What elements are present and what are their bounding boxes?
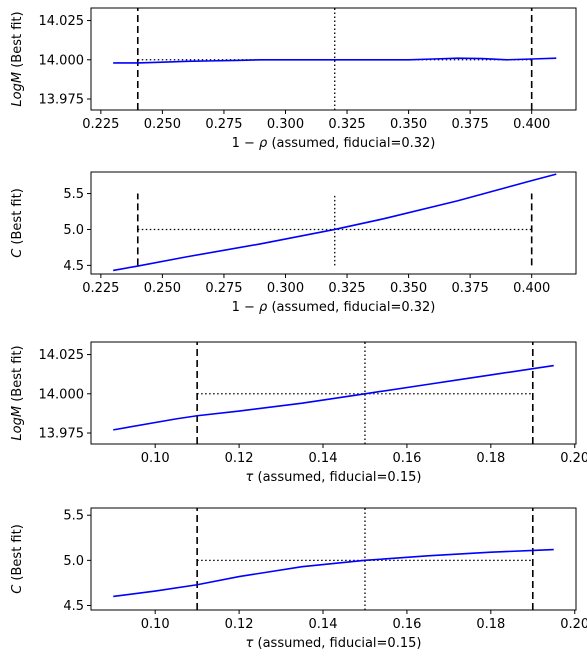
series-line — [113, 173, 557, 272]
y-axis-label-sym: C — [10, 584, 25, 594]
series-line — [113, 548, 554, 598]
y-tick-label: 14.000 — [39, 53, 85, 68]
subplot-1: 0.225 0.250 0.275 0.300 0.325 0.350 0.375 0.400… — [10, 7, 577, 151]
x-tick-label: 0.10 — [141, 617, 170, 632]
x-axis-label-sym: ρ — [259, 136, 268, 151]
axes-frame — [90, 171, 577, 275]
x-tick-label: 0.325 — [328, 281, 365, 296]
y-axis-label: LogM (Best fit) — [10, 11, 25, 106]
y-tick-label: 4.5 — [63, 599, 84, 614]
x-tick-label: 0.14 — [309, 451, 338, 466]
x-tick-label: 0.250 — [144, 281, 181, 296]
x-tick-label: 0.300 — [267, 117, 304, 132]
x-tick-label: 0.350 — [390, 281, 427, 296]
x-axis-label-sym: τ — [246, 636, 254, 651]
axes-frame — [90, 341, 577, 445]
y-axis-label: LogM (Best fit) — [10, 345, 25, 440]
x-tick-label: 0.16 — [392, 617, 421, 632]
series-line — [113, 57, 557, 64]
x-axis-label-pre: 1 − — [232, 300, 259, 315]
y-tick-label: 5.0 — [63, 223, 84, 238]
x-tick-label: 0.250 — [144, 117, 181, 132]
axes-frame — [90, 7, 577, 111]
x-axis-label: τ (assumed, fiducial=0.15) — [246, 470, 422, 485]
x-tick-label: 0.18 — [476, 451, 505, 466]
x-axis-label-sym: ρ — [259, 300, 268, 315]
axes-frame — [90, 507, 577, 611]
y-axis-label-sym: LogM — [10, 72, 25, 107]
x-tick-label: 0.12 — [225, 451, 254, 466]
series-line — [113, 364, 554, 431]
y-tick-label: 5.5 — [63, 187, 84, 202]
x-tick-label: 0.325 — [328, 117, 365, 132]
x-axis-label-post: (assumed, fiducial=0.15) — [253, 636, 421, 651]
x-tick-label: 0.16 — [392, 451, 421, 466]
x-tick-label: 0.10 — [141, 451, 170, 466]
y-axis-label-sym: LogM — [10, 406, 25, 441]
y-tick-label: 14.025 — [39, 348, 85, 363]
x-tick-label: 0.18 — [476, 617, 505, 632]
x-tick-label: 0.14 — [309, 617, 338, 632]
x-tick-label: 0.375 — [452, 281, 489, 296]
x-tick-label: 0.12 — [225, 617, 254, 632]
subplot-2: 0.225 0.250 0.275 0.300 0.325 0.350 0.375 0.400… — [10, 171, 577, 315]
x-tick-label: 0.225 — [82, 117, 119, 132]
x-tick-label: 0.275 — [205, 117, 242, 132]
x-tick-label: 0.20 — [560, 451, 587, 466]
x-tick-label: 0.300 — [267, 281, 304, 296]
y-axis-label-post: (Best fit) — [10, 345, 25, 405]
y-axis-label-post: (Best fit) — [10, 524, 25, 584]
y-tick-label: 5.5 — [63, 509, 84, 524]
y-tick-label: 14.000 — [39, 387, 85, 402]
x-axis-label: 1 − ρ (assumed, fiducial=0.32) — [232, 136, 436, 151]
y-tick-label: 5.0 — [63, 554, 84, 569]
y-tick-label: 13.975 — [39, 93, 85, 108]
subplot-4: 0.10 0.12 0.14 0.16 0.18 0.20 4.5 5.0 5.5 τ (assu… — [10, 507, 587, 651]
x-axis-label-post: (assumed, fiducial=0.15) — [253, 470, 421, 485]
x-tick-label: 0.350 — [390, 117, 427, 132]
y-axis-label-post: (Best fit) — [10, 188, 25, 248]
y-axis-label: C (Best fit) — [10, 524, 25, 594]
x-tick-label: 0.400 — [513, 281, 550, 296]
y-tick-label: 4.5 — [63, 259, 84, 274]
y-axis-label: C (Best fit) — [10, 188, 25, 258]
x-tick-label: 0.400 — [513, 117, 550, 132]
x-tick-label: 0.275 — [205, 281, 242, 296]
y-axis-label-post: (Best fit) — [10, 11, 25, 71]
x-tick-label: 0.225 — [82, 281, 119, 296]
x-tick-label: 0.375 — [452, 117, 489, 132]
y-tick-label: 14.025 — [39, 14, 85, 29]
x-axis-label-post: (assumed, fiducial=0.32) — [267, 136, 435, 151]
x-axis-label: τ (assumed, fiducial=0.15) — [246, 636, 422, 651]
y-tick-label: 13.975 — [39, 427, 85, 442]
x-axis-label-sym: τ — [246, 470, 254, 485]
x-tick-label: 0.20 — [560, 617, 587, 632]
y-axis-label-sym: C — [10, 248, 25, 258]
x-axis-label: 1 − ρ (assumed, fiducial=0.32) — [232, 300, 436, 315]
x-axis-label-post: (assumed, fiducial=0.32) — [267, 300, 435, 315]
subplot-3: 0.10 0.12 0.14 0.16 0.18 0.20 13.975 14.000 14.0… — [10, 341, 587, 485]
x-axis-label-pre: 1 − — [232, 136, 259, 151]
